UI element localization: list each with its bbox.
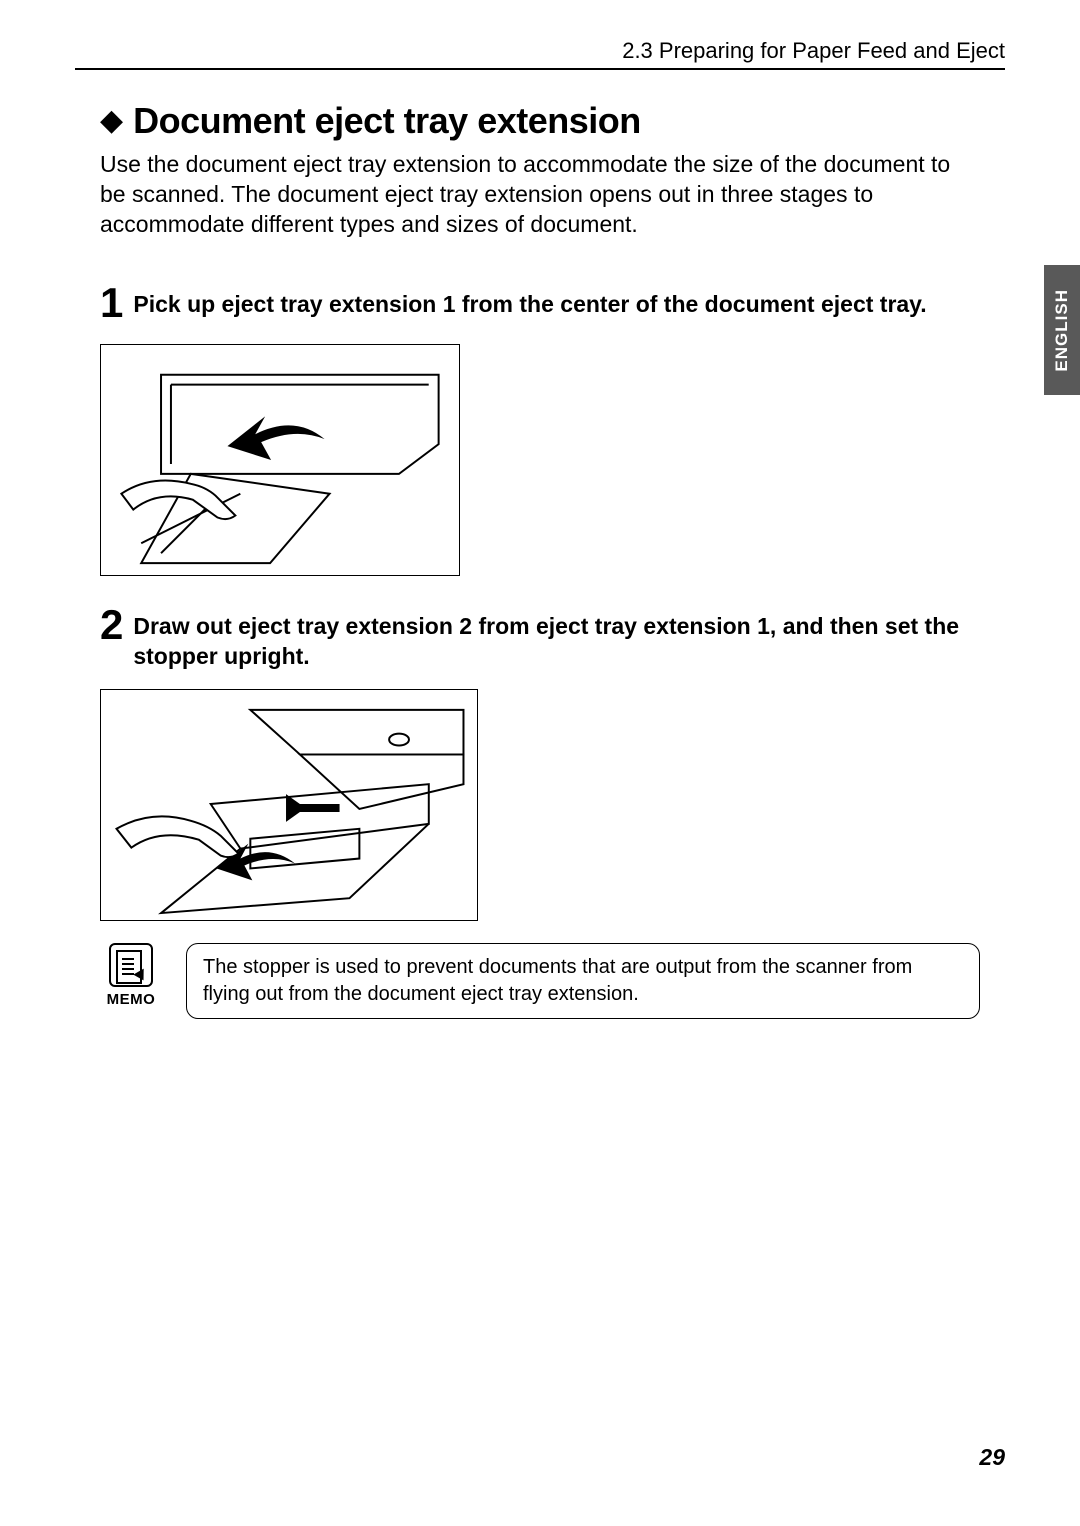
language-tab-label: ENGLISH (1052, 289, 1072, 372)
section-title: Document eject tray extension (133, 100, 641, 142)
step-1-figure (100, 344, 460, 576)
step-1-text: Pick up eject tray extension 1 from the … (133, 288, 926, 320)
step-2-text: Draw out eject tray extension 2 from eje… (133, 610, 980, 672)
diamond-icon: ◆ (100, 106, 123, 136)
title-row: ◆ Document eject tray extension (100, 100, 980, 142)
memo-left: MEMO (100, 943, 162, 1008)
header-rule (75, 68, 1005, 70)
memo-label: MEMO (107, 991, 156, 1008)
language-tab: ENGLISH (1044, 265, 1080, 395)
intro-paragraph: Use the document eject tray extension to… (100, 150, 980, 240)
step-2: 2 Draw out eject tray extension 2 from e… (100, 610, 980, 922)
header-section: 2.3 Preparing for Paper Feed and Eject (622, 38, 1005, 64)
scanner-illustration-2-icon (101, 690, 477, 920)
memo-block: MEMO The stopper is used to prevent docu… (100, 943, 980, 1019)
page-number: 29 (979, 1444, 1005, 1471)
step-1-head: 1 Pick up eject tray extension 1 from th… (100, 288, 980, 330)
memo-icon (109, 943, 153, 987)
step-1: 1 Pick up eject tray extension 1 from th… (100, 288, 980, 576)
manual-page: 2.3 Preparing for Paper Feed and Eject E… (0, 0, 1080, 1526)
step-2-head: 2 Draw out eject tray extension 2 from e… (100, 610, 980, 672)
scanner-illustration-1-icon (101, 345, 459, 575)
content-area: ◆ Document eject tray extension Use the … (100, 100, 980, 1019)
step-2-number: 2 (100, 604, 123, 646)
step-1-number: 1 (100, 282, 123, 324)
step-2-figure (100, 689, 478, 921)
memo-text: The stopper is used to prevent documents… (186, 943, 980, 1019)
